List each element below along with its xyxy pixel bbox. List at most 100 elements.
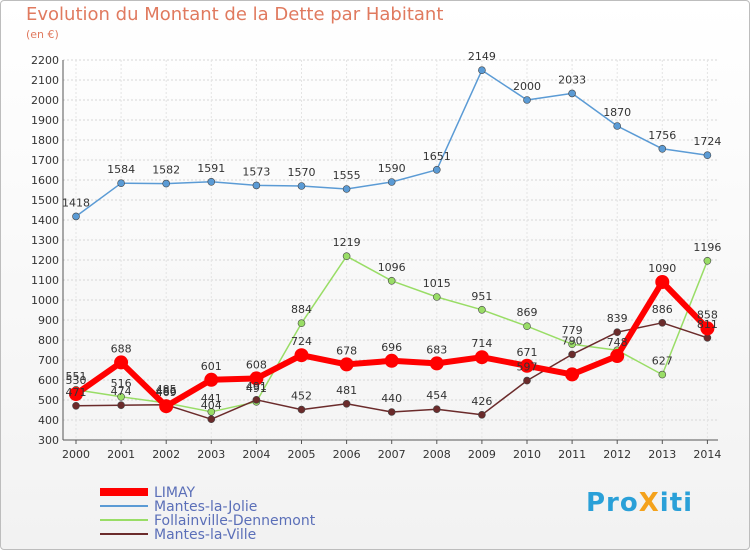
point-LIMAY-2014 [700, 321, 715, 336]
point-Mantes-la-Jolie-2004 [252, 181, 261, 190]
y-tick-900: 900 [38, 314, 59, 327]
y-tick-1000: 1000 [31, 294, 59, 307]
data-label-LIMAY-2009: 714 [471, 337, 492, 350]
point-Mantes-la-Ville-2008 [432, 405, 441, 414]
data-label-Follainville-Dennemont-2000: 551 [66, 370, 87, 383]
data-label-Follainville-Dennemont-2001: 516 [111, 377, 132, 390]
point-Mantes-la-Ville-2001 [117, 401, 125, 410]
legend-label-LIMAY: LIMAY [154, 485, 195, 501]
y-tick-600: 600 [38, 374, 59, 387]
point-LIMAY-2009 [474, 350, 489, 365]
y-tick-2200: 2200 [31, 54, 59, 67]
legend-label-Mantes-la-Ville: Mantes-la-Ville [154, 527, 256, 543]
point-LIMAY-2005 [294, 348, 309, 363]
point-Mantes-la-Ville-2012 [613, 328, 622, 337]
y-tick-1700: 1700 [31, 154, 59, 167]
data-label-Mantes-la-Ville-2005: 452 [291, 390, 312, 403]
data-label-Mantes-la-Ville-2002: 486 [156, 385, 177, 398]
point-Mantes-la-Ville-2003 [207, 415, 216, 424]
point-LIMAY-2008 [429, 356, 444, 371]
data-label-Mantes-la-Ville-2001: 474 [111, 385, 132, 398]
data-label-Mantes-la-Ville-2010: 597 [517, 361, 538, 374]
point-Mantes-la-Jolie-2003 [207, 178, 216, 186]
point-LIMAY-2003 [204, 372, 219, 387]
x-tick-2009: 2009 [468, 448, 496, 461]
x-tick-2007: 2007 [378, 448, 406, 461]
point-Follainville-Dennemont-2008 [432, 293, 441, 301]
data-label-LIMAY-2006: 678 [336, 344, 357, 357]
data-label-Follainville-Dennemont-2003: 441 [201, 392, 222, 405]
data-label-Follainville-Dennemont-2002: 485 [156, 383, 177, 396]
point-Mantes-la-Jolie-2002 [162, 179, 170, 188]
point-Mantes-la-Ville-2010 [523, 376, 531, 385]
point-LIMAY-2007 [384, 353, 399, 368]
legend-label-Mantes-la-Jolie: Mantes-la-Jolie [154, 499, 257, 515]
data-label-LIMAY-2004: 608 [246, 358, 267, 371]
point-Mantes-la-Ville-2013 [658, 318, 667, 327]
data-label-Mantes-la-Jolie-2000: 1418 [62, 196, 90, 209]
data-label-Mantes-la-Ville-2000: 471 [66, 386, 87, 399]
x-tick-2006: 2006 [333, 448, 361, 461]
point-Mantes-la-Jolie-2008 [432, 166, 441, 174]
point-Mantes-la-Ville-2006 [342, 399, 351, 408]
y-tick-800: 800 [38, 334, 59, 347]
data-label-Mantes-la-Jolie-2012: 1870 [603, 106, 631, 119]
point-Mantes-la-Ville-2005 [297, 405, 306, 414]
y-tick-1500: 1500 [31, 194, 59, 207]
point-Mantes-la-Ville-2011 [568, 350, 576, 359]
point-LIMAY-2000 [69, 387, 83, 401]
data-label-Follainville-Dennemont-2011: 779 [562, 324, 583, 337]
data-label-LIMAY-2010: 671 [517, 346, 538, 359]
x-tick-2005: 2005 [288, 448, 316, 461]
data-label-Mantes-la-Ville-2013: 886 [652, 303, 673, 316]
x-tick-2002: 2002 [152, 448, 180, 461]
point-Mantes-la-Jolie-2009 [478, 66, 486, 74]
point-Follainville-Dennemont-2011 [568, 340, 576, 349]
x-tick-2010: 2010 [513, 448, 541, 461]
point-Mantes-la-Jolie-2005 [297, 182, 306, 190]
y-tick-700: 700 [38, 354, 59, 367]
point-Follainville-Dennemont-2010 [523, 322, 531, 331]
y-tick-300: 300 [38, 434, 59, 447]
x-tick-2012: 2012 [603, 448, 631, 461]
point-Follainville-Dennemont-2003 [207, 407, 216, 416]
data-label-Mantes-la-Jolie-2013: 1756 [648, 129, 676, 142]
point-Mantes-la-Ville-2004 [252, 395, 261, 404]
data-label-Follainville-Dennemont-2014: 1196 [693, 241, 721, 254]
y-tick-1400: 1400 [31, 214, 59, 227]
point-Follainville-Dennemont-2014 [703, 256, 712, 265]
point-Mantes-la-Jolie-2014 [703, 151, 712, 159]
chart-title: Evolution du Montant de la Dette par Hab… [26, 4, 444, 25]
y-tick-1300: 1300 [31, 234, 59, 247]
point-LIMAY-2002 [159, 399, 174, 414]
x-tick-2003: 2003 [197, 448, 225, 461]
data-label-Mantes-la-Jolie-2001: 1584 [107, 163, 135, 176]
data-label-Mantes-la-Ville-2008: 454 [426, 389, 447, 402]
x-tick-2011: 2011 [558, 448, 586, 461]
data-label-LIMAY-2005: 724 [291, 335, 312, 348]
point-LIMAY-2013 [655, 275, 670, 289]
data-label-LIMAY-2002: 469 [156, 386, 177, 399]
data-label-Mantes-la-Jolie-2011: 2033 [558, 73, 586, 86]
y-tick-1600: 1600 [31, 174, 59, 187]
data-label-LIMAY-2003: 601 [201, 360, 222, 373]
data-label-Follainville-Dennemont-2006: 1219 [333, 236, 361, 249]
point-LIMAY-2011 [565, 367, 580, 382]
point-Mantes-la-Ville-2009 [478, 410, 486, 419]
point-Mantes-la-Jolie-2012 [613, 122, 622, 130]
data-label-Follainville-Dennemont-2007: 1096 [378, 261, 406, 274]
point-Mantes-la-Jolie-2000 [72, 212, 80, 221]
data-label-Mantes-la-Ville-2006: 481 [336, 384, 357, 397]
legend-label-Follainville-Dennemont: Follainville-Dennemont [154, 513, 316, 529]
data-label-LIMAY-2012: 748 [607, 336, 628, 349]
data-label-Mantes-la-Ville-2009: 426 [471, 395, 492, 408]
y-tick-400: 400 [38, 414, 59, 427]
point-Mantes-la-Ville-2007 [387, 408, 396, 416]
y-tick-2000: 2000 [31, 94, 59, 107]
data-label-LIMAY-2001: 688 [111, 342, 132, 355]
data-label-Mantes-la-Ville-2007: 440 [381, 392, 402, 405]
data-label-LIMAY-2013: 1090 [648, 262, 676, 275]
point-Mantes-la-Jolie-2006 [342, 185, 351, 193]
data-label-Mantes-la-Jolie-2003: 1591 [197, 162, 225, 175]
y-tick-2100: 2100 [31, 74, 59, 87]
